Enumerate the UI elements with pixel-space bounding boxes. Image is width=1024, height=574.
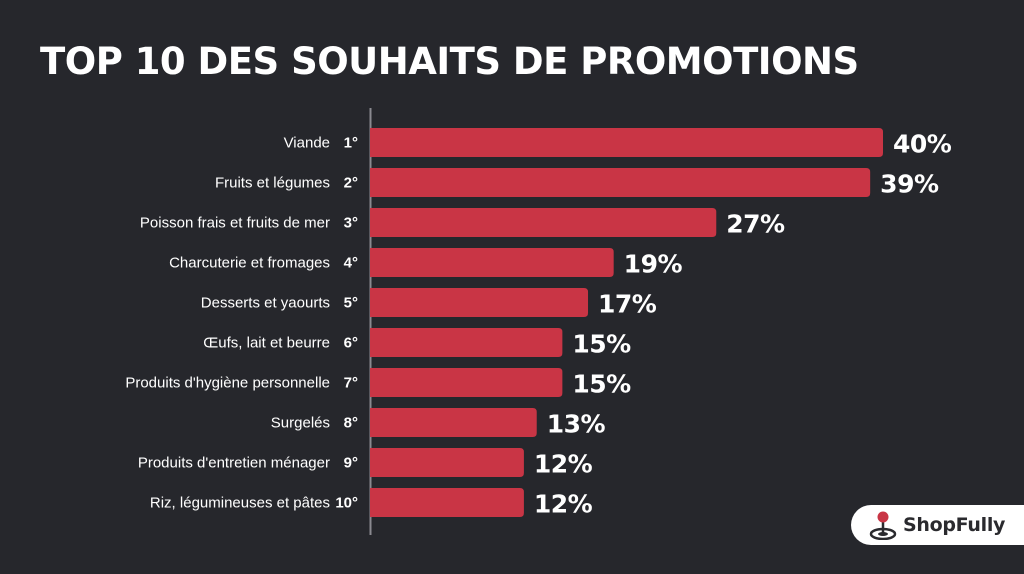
shopfully-logo: ShopFully (851, 505, 1024, 545)
value-label-6: 15% (572, 330, 631, 359)
value-label-2: 39% (880, 170, 939, 199)
rank-label-6: 6° (344, 335, 358, 352)
bar-2 (370, 168, 871, 197)
bar-5 (370, 288, 589, 317)
value-label-8: 13% (547, 410, 606, 439)
page-title: TOP 10 DES SOUHAITS DE PROMOTIONS (40, 40, 859, 83)
rank-label-8: 8° (344, 415, 358, 432)
category-label-5: Desserts et yaourts (201, 295, 330, 312)
bars-group: 1° Viande 40% 2° Fruits et légumes 39% 3° Poiss… (125, 128, 952, 519)
value-label-3: 27% (726, 210, 785, 239)
rank-label-10: 10° (335, 495, 358, 512)
map-pin-icon (869, 511, 897, 540)
value-label-4: 19% (624, 250, 683, 279)
rank-label-5: 5° (344, 295, 358, 312)
value-label-7: 15% (572, 370, 631, 399)
rank-label-7: 7° (344, 375, 358, 392)
bar-6 (370, 328, 563, 357)
value-label-5: 17% (598, 290, 657, 319)
bar-1 (370, 128, 883, 157)
rank-label-1: 1° (344, 135, 358, 152)
bar-7 (370, 368, 563, 397)
category-label-4: Charcuterie et fromages (169, 255, 330, 272)
bar-4 (370, 248, 614, 277)
category-label-6: Œufs, lait et beurre (203, 335, 330, 352)
category-label-7: Produits d'hygiène personnelle (125, 375, 330, 392)
category-label-8: Surgelés (271, 415, 330, 432)
value-label-10: 12% (534, 490, 593, 519)
bar-8 (370, 408, 537, 437)
category-label-9: Produits d'entretien ménager (138, 455, 330, 472)
bar-9 (370, 448, 524, 477)
rank-label-3: 3° (344, 215, 358, 232)
category-label-2: Fruits et légumes (215, 175, 330, 192)
rank-label-4: 4° (344, 255, 358, 272)
bar-10 (370, 488, 524, 517)
bar-3 (370, 208, 717, 237)
category-label-10: Riz, légumineuses et pâtes (150, 495, 330, 512)
value-label-1: 40% (893, 130, 952, 159)
category-label-3: Poisson frais et fruits de mer (140, 215, 330, 232)
category-label-1: Viande (284, 135, 330, 152)
value-label-9: 12% (534, 450, 593, 479)
logo-text: ShopFully (903, 514, 1006, 536)
rank-label-9: 9° (344, 455, 358, 472)
rank-label-2: 2° (344, 175, 358, 192)
